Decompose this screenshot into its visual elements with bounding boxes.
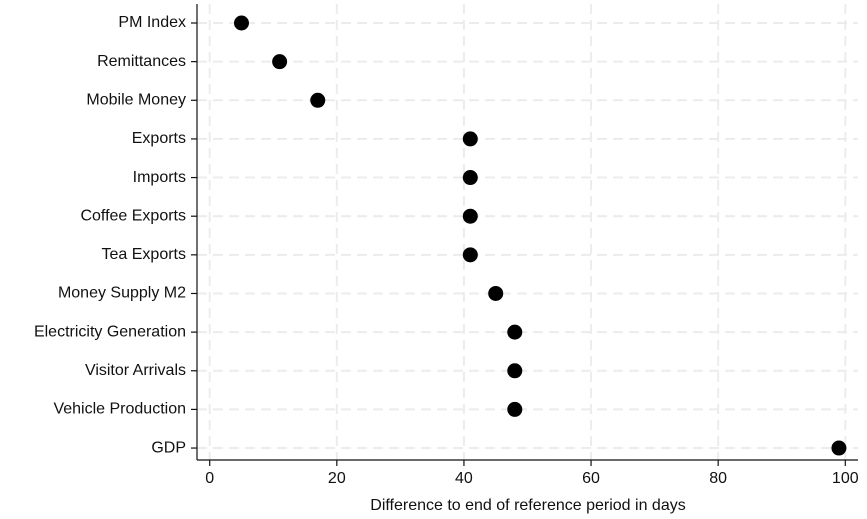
- dot: [310, 92, 326, 108]
- x-tick-label: 40: [455, 470, 473, 487]
- y-tick-label: Remittances: [97, 53, 186, 70]
- dot: [507, 324, 523, 340]
- dot: [462, 170, 478, 186]
- x-tick-label: 100: [832, 470, 859, 487]
- y-tick-label: Coffee Exports: [80, 207, 186, 224]
- y-tick-label: PM Index: [118, 14, 186, 31]
- x-tick-label: 20: [328, 470, 346, 487]
- x-axis-label: Difference to end of reference period in…: [370, 497, 685, 514]
- y-tick-label: Mobile Money: [86, 91, 186, 108]
- dot: [462, 208, 478, 224]
- y-tick-label: Money Supply M2: [58, 285, 186, 302]
- y-tick-label: Vehicle Production: [53, 401, 186, 418]
- y-tick-label: Electricity Generation: [34, 323, 186, 340]
- dot: [272, 54, 288, 70]
- x-tick-label: 0: [205, 470, 214, 487]
- y-tick-label: Tea Exports: [102, 246, 186, 263]
- dot: [462, 131, 478, 147]
- y-tick-label: Exports: [132, 130, 186, 147]
- x-tick-label: 60: [582, 470, 600, 487]
- y-tick-label: Visitor Arrivals: [85, 362, 186, 379]
- y-tick-label: GDP: [151, 439, 186, 456]
- dot: [507, 401, 523, 417]
- dot: [462, 247, 478, 263]
- dot: [831, 440, 847, 456]
- x-tick-label: 80: [709, 470, 727, 487]
- dot: [233, 15, 249, 31]
- y-tick-label: Imports: [133, 169, 186, 186]
- dot: [488, 285, 504, 301]
- dot: [507, 363, 523, 379]
